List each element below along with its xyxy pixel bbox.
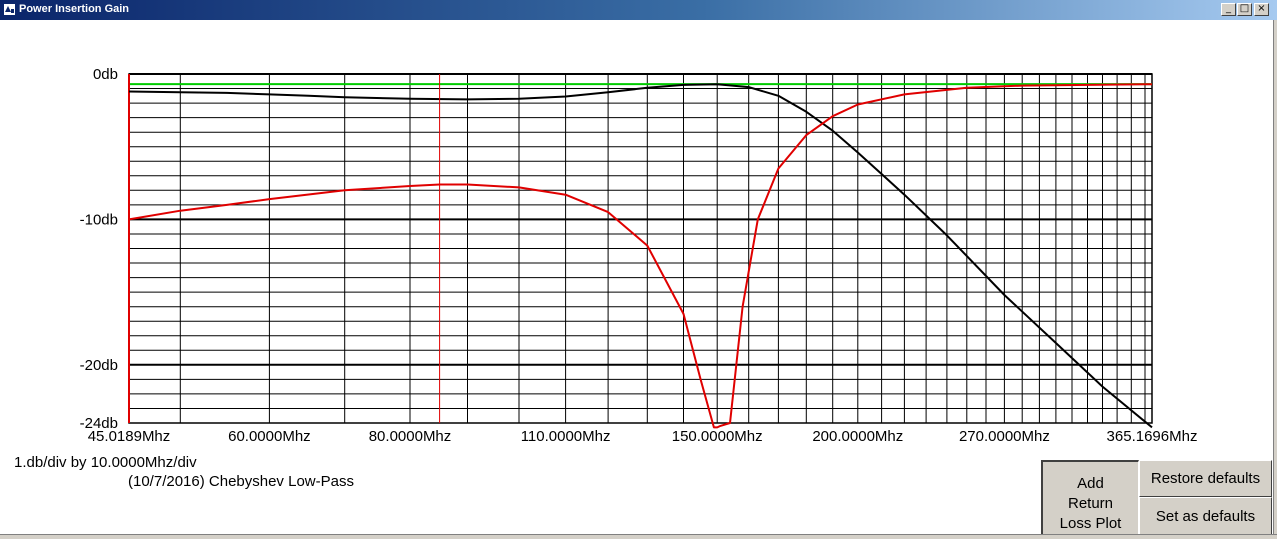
maximize-button[interactable]: □ [1237,3,1252,16]
x-tick-label: 45.0189Mhz [88,428,171,445]
horizontal-grid [129,73,1152,424]
y-tick-label: -20db [80,357,118,374]
title-bar[interactable]: Power Insertion Gain _ □ × [0,0,1277,20]
x-tick-label: 60.0000Mhz [228,428,311,445]
x-tick-label: 365.1696Mhz [1107,428,1198,445]
y-axis-labels: 0db -10db -20db -24db [80,66,118,432]
add-return-loss-button[interactable]: Add Return Loss Plot [1041,460,1139,535]
x-tick-label: 270.0000Mhz [959,428,1050,445]
x-tick-label: 110.0000Mhz [521,428,611,445]
x-tick-label: 150.0000Mhz [672,428,763,445]
set-defaults-button[interactable]: Set as defaults [1139,497,1272,535]
x-axis-labels: 45.0189Mhz 60.0000Mhz 80.0000Mhz 110.0000Mh… [88,428,1198,445]
y-tick-label: -10db [80,211,118,228]
scale-text: 1.db/div by 10.0000Mhz/div [14,454,197,471]
y-tick-label: -24db [80,415,118,432]
app-icon [4,4,15,15]
window-title: Power Insertion Gain [19,3,130,15]
y-tick-label: 0db [93,66,118,83]
minimize-button[interactable]: _ [1221,3,1236,16]
restore-defaults-button[interactable]: Restore defaults [1139,460,1272,497]
window-border-bottom [0,534,1277,539]
filter-description: (10/7/2016) Chebyshev Low-Pass [128,473,354,490]
x-tick-label: 80.0000Mhz [369,428,452,445]
series-group [128,83,1153,429]
return-loss-curve [128,83,1153,429]
gain-curve [128,83,1153,429]
add-return-loss-label: Add Return Loss Plot [1059,475,1122,532]
window-border-right [1273,20,1277,539]
x-tick-label: 200.0000Mhz [812,428,903,445]
close-button[interactable]: × [1254,3,1269,16]
reference-line-group [128,74,1152,423]
gain-chart: 0db -10db -20db -24db 45.0189Mhz 60.0000Mhz 8… [80,66,1198,445]
